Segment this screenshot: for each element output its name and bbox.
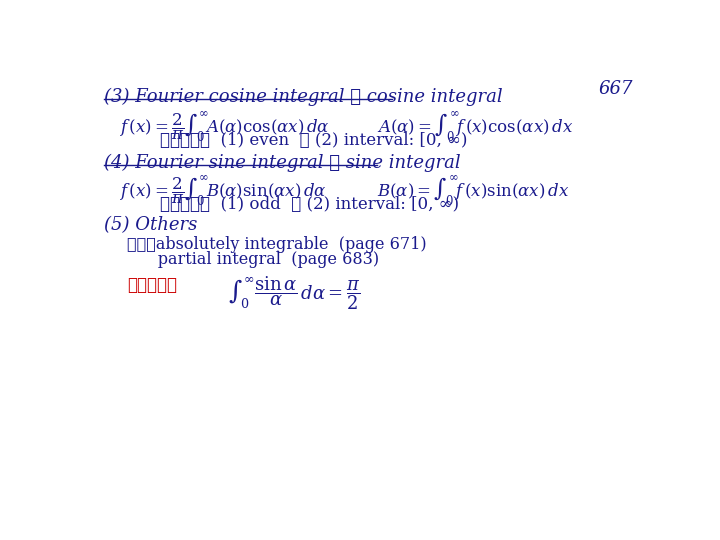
Text: (5) Others: (5) Others [104,217,197,234]
Text: partial integral  (page 683): partial integral (page 683) [127,251,379,268]
Text: 適用情形：  (1) odd  或 (2) interval: [0, ∞): 適用情形： (1) odd 或 (2) interval: [0, ∞) [160,195,459,213]
Text: 667: 667 [598,80,632,98]
Text: 名詞：absolutely integrable  (page 671): 名詞：absolutely integrable (page 671) [127,236,427,253]
Text: 適用情形：  (1) even  或 (2) interval: [0, ∞): 適用情形： (1) even 或 (2) interval: [0, ∞) [160,132,467,149]
Text: (3) Fourier cosine integral 或 cosine integral: (3) Fourier cosine integral 或 cosine int… [104,88,503,106]
Text: $\int_0^{\infty}\dfrac{\sin\alpha}{\alpha}\,d\alpha=\dfrac{\pi}{2}$: $\int_0^{\infty}\dfrac{\sin\alpha}{\alph… [228,274,361,312]
Text: $f\,(x)=\dfrac{2}{\pi}\int_0^{\infty}\!A(\alpha)\cos(\alpha x)\,d\alpha$: $f\,(x)=\dfrac{2}{\pi}\int_0^{\infty}\!A… [120,110,330,144]
Text: $A(\alpha)=\int_0^{\infty}\!f\,(x)\cos(\alpha x)\,dx$: $A(\alpha)=\int_0^{\infty}\!f\,(x)\cos(\… [377,110,573,144]
Text: $f\,(x)=\dfrac{2}{\pi}\int_0^{\infty}\!B(\alpha)\sin(\alpha x)\,d\alpha$: $f\,(x)=\dfrac{2}{\pi}\int_0^{\infty}\!B… [120,174,327,208]
Text: 特殊公式：: 特殊公式： [127,276,177,294]
Text: (4) Fourier sine integral 或 sine integral: (4) Fourier sine integral 或 sine integra… [104,153,461,172]
Text: $B(\alpha)=\int_0^{\infty}\!f\,(x)\sin(\alpha x)\,dx$: $B(\alpha)=\int_0^{\infty}\!f\,(x)\sin(\… [377,174,569,208]
